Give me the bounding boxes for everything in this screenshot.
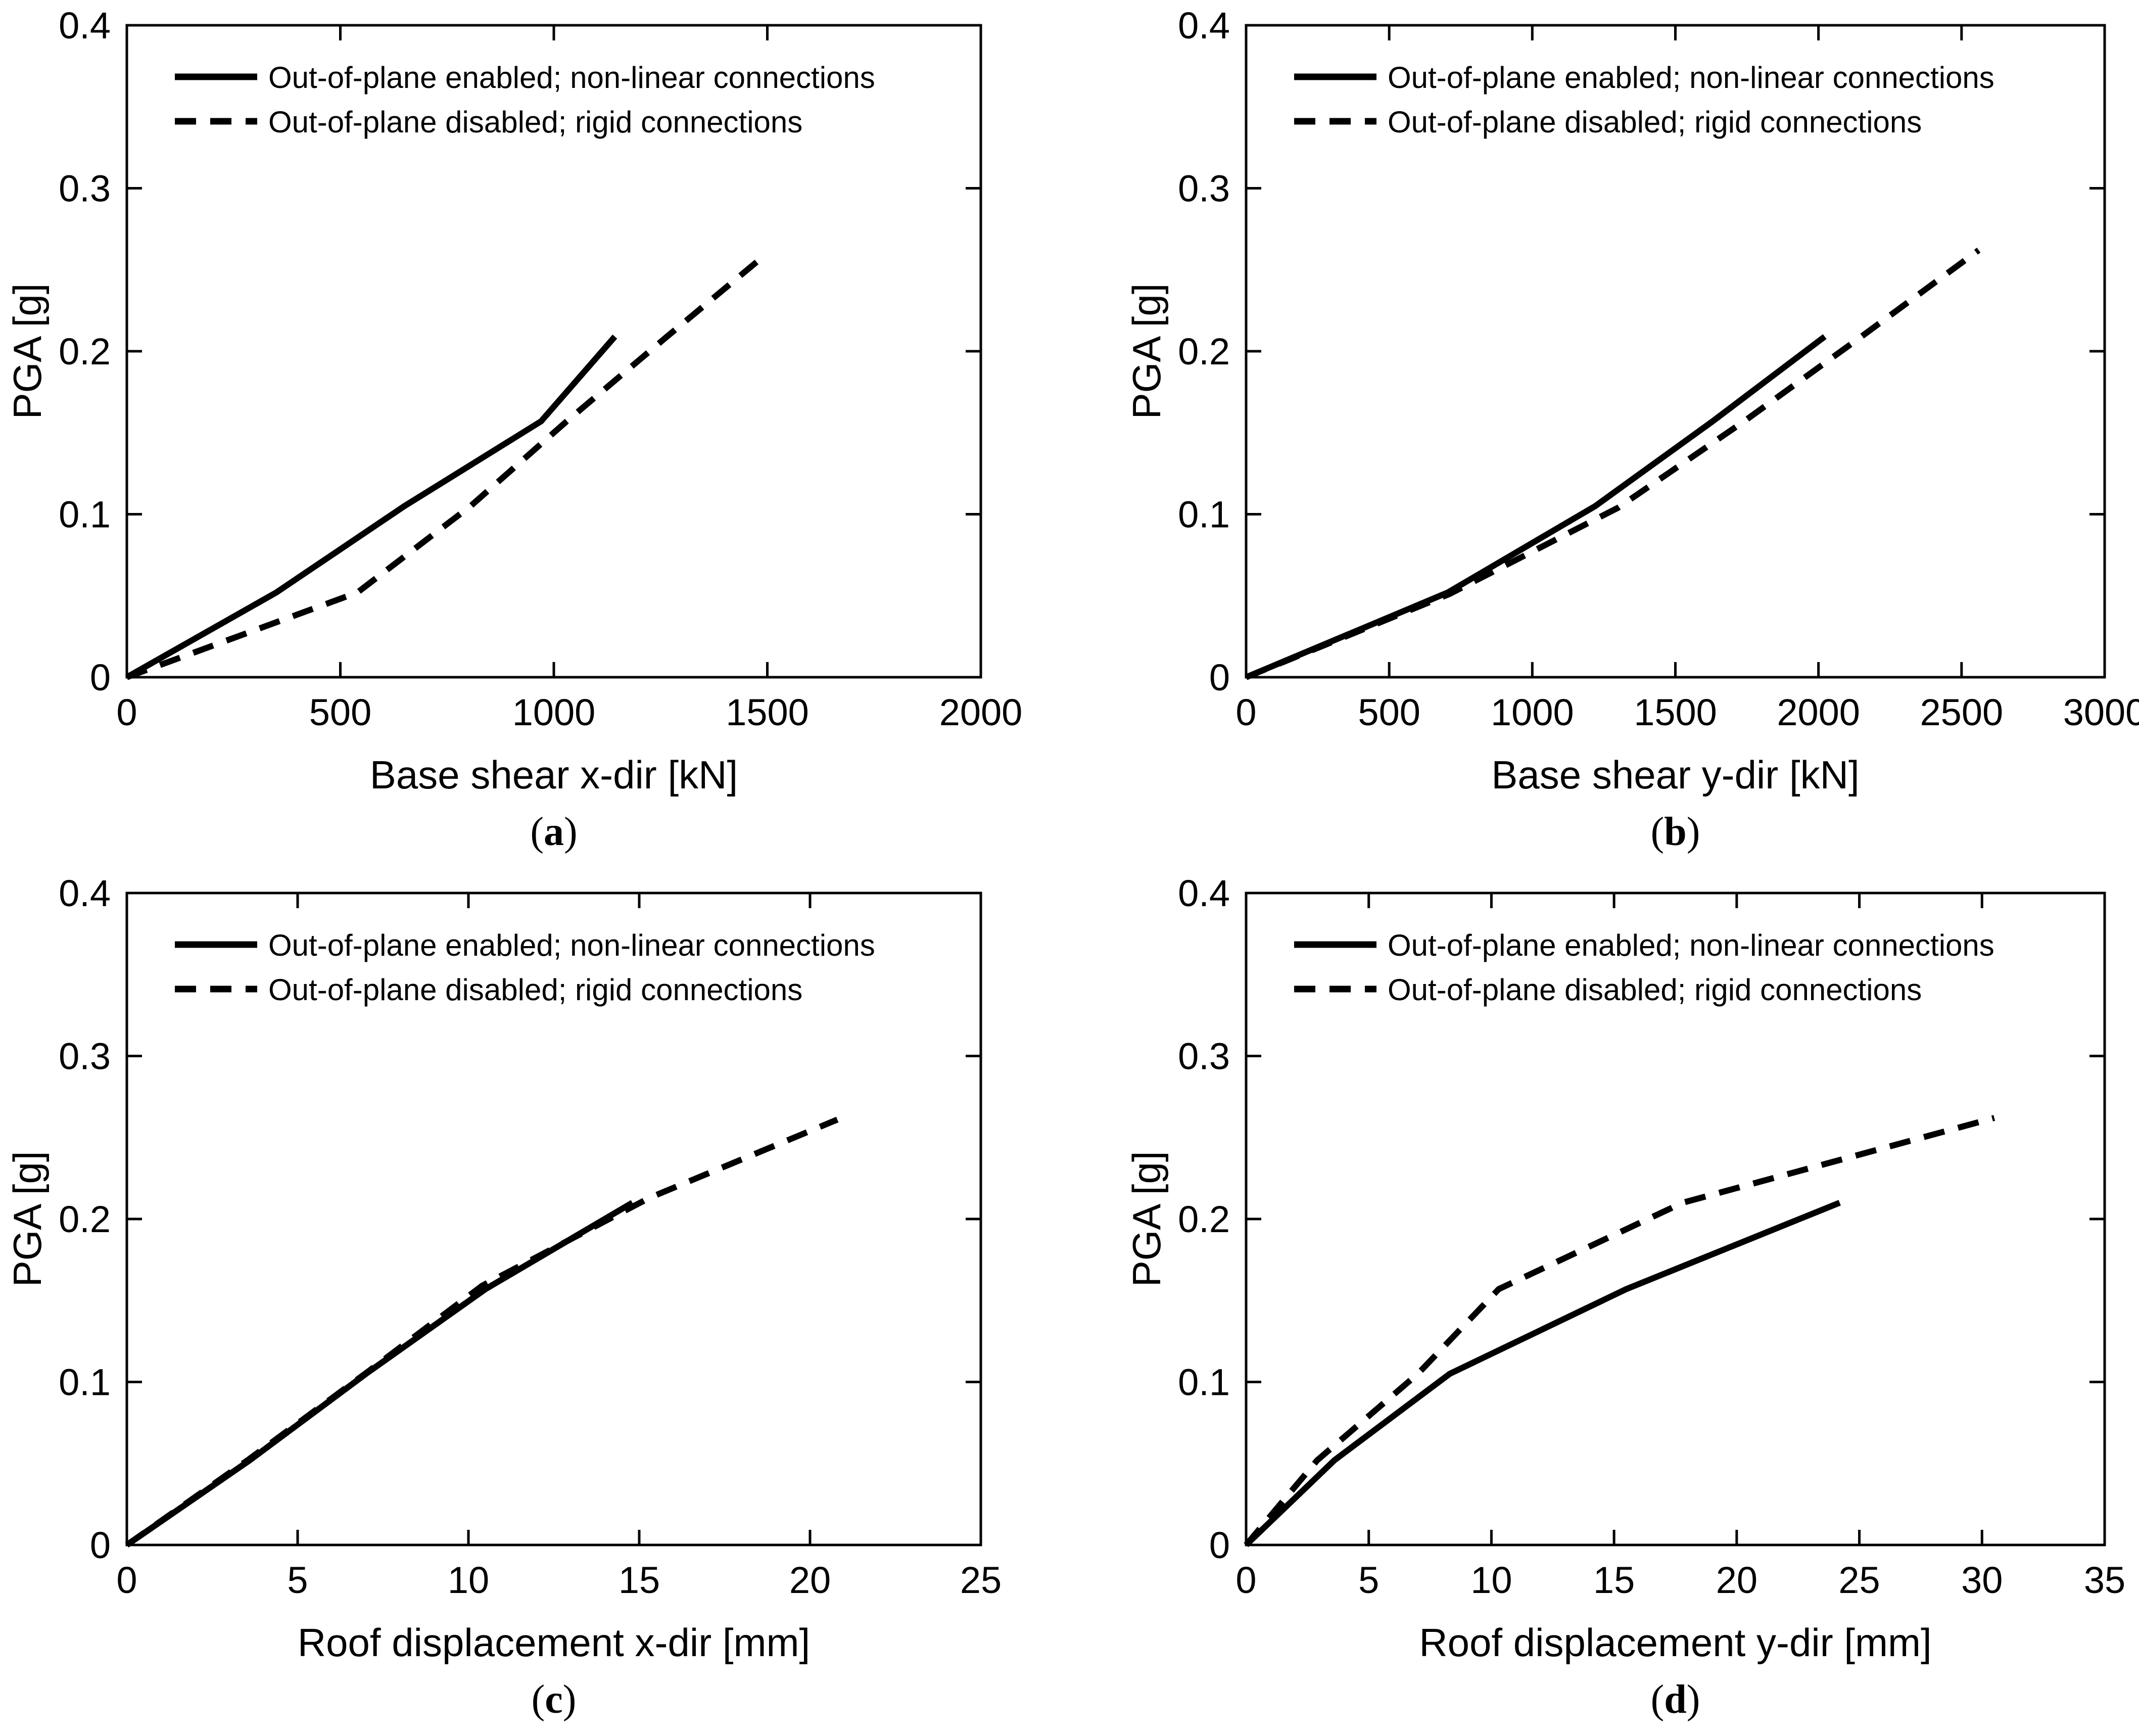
subplot-d: 0 5 10 15 20 25 30 35 0 0.1 0.2 0.3 0.4 Roof displace… [1069,868,2139,1736]
y-tick-label: 0.4 [1178,5,1230,46]
y-tick-label: 0.1 [1178,494,1230,536]
x-tick-label: 20 [1716,1559,1757,1601]
y-tick-label: 0 [1209,1524,1230,1566]
x-tick-label: 5 [287,1559,308,1601]
x-tick-label: 0 [116,1559,137,1601]
series-line-dashed [125,1116,839,1547]
series-line-solid [125,335,617,680]
x-tick-label: 2500 [1920,691,2004,733]
y-tick-label: 0.1 [59,494,111,536]
legend-label: Out-of-plane enabled; non-linear connect… [268,61,875,95]
y-tick-label: 0.3 [1178,168,1230,210]
x-tick-label: 10 [1470,1559,1512,1601]
y-tick-label: 0.3 [59,168,111,210]
x-tick-label: 2000 [939,691,1023,733]
legend-label: Out-of-plane enabled; non-linear connect… [1388,61,1994,95]
x-tick-label: 0 [1235,1559,1256,1601]
y-axis-label: PGA [g] [1124,1151,1169,1287]
y-axis-label: PGA [g] [1124,284,1169,419]
x-tick-label: 500 [309,691,371,733]
series-line-dashed [1244,1115,1995,1547]
legend-label: Out-of-plane enabled; non-linear connect… [1388,928,1994,962]
y-tick-label: 0.1 [59,1362,111,1403]
legend-label: Out-of-plane disabled; rigid connections [1388,973,1922,1007]
y-tick-label: 0.2 [1178,1198,1230,1240]
x-axis-label: Roof displacement x-dir [mm] [298,1620,810,1665]
legend-label: Out-of-plane disabled; rigid connections [268,105,802,139]
x-tick-label: 20 [789,1559,831,1601]
x-tick-label: 5 [1358,1559,1379,1601]
subplot-caption: (a) [530,810,577,854]
y-tick-label: 0 [90,1524,111,1566]
subplot-a: 0 500 1000 1500 2000 0 0.1 0.2 0.3 0.4 Base shear … [0,0,1070,868]
x-tick-label: 25 [1838,1559,1880,1601]
y-tick-label: 0.1 [1178,1362,1230,1403]
subplot-caption: (d) [1651,1677,1700,1722]
series-line-solid [1245,334,1827,680]
y-tick-label: 0.4 [59,5,111,46]
legend-label: Out-of-plane disabled; rigid connections [1388,105,1922,139]
y-tick-label: 0.4 [1178,872,1230,914]
series-line-dashed [125,254,765,680]
y-tick-label: 0.3 [59,1036,111,1077]
subplot-b: 0 500 1000 1500 2000 2500 3000 0 0.1 0.2 0.3 0.4 Bas… [1069,0,2139,868]
x-tick-label: 25 [960,1559,1002,1601]
x-tick-label: 0 [116,691,137,733]
y-tick-label: 0.4 [59,872,111,914]
x-tick-label: 15 [619,1559,660,1601]
chart-b: 0 500 1000 1500 2000 2500 3000 0 0.1 0.2 0.3 0.4 Bas… [1124,5,2139,854]
x-tick-label: 500 [1358,691,1420,733]
series-line-solid [1244,1200,1841,1547]
y-tick-label: 0 [1209,656,1230,698]
x-axis-label: Base shear x-dir [kN] [370,753,738,797]
x-tick-label: 35 [2084,1559,2125,1601]
y-tick-label: 0.3 [1178,1036,1230,1077]
subplot-caption: (b) [1651,810,1700,854]
y-tick-label: 0.2 [59,331,111,372]
chart-a: 0 500 1000 1500 2000 0 0.1 0.2 0.3 0.4 Base shear … [5,5,1023,854]
x-tick-label: 15 [1593,1559,1635,1601]
x-tick-label: 1000 [1491,691,1574,733]
y-tick-label: 0.2 [1178,331,1230,372]
x-axis-label: Base shear y-dir [kN] [1491,753,1859,797]
y-tick-label: 0 [90,656,111,698]
series-line-dashed [1245,248,1981,680]
x-tick-label: 2000 [1777,691,1860,733]
x-tick-label: 3000 [2063,691,2139,733]
legend-label: Out-of-plane disabled; rigid connections [268,973,802,1007]
chart-d: 0 5 10 15 20 25 30 35 0 0.1 0.2 0.3 0.4 Roof displace… [1124,872,2125,1722]
y-axis-label: PGA [g] [5,284,50,419]
x-axis-label: Roof displacement y-dir [mm] [1419,1620,1931,1665]
x-tick-label: 1500 [726,691,809,733]
x-tick-label: 1000 [512,691,596,733]
subplot-caption: (c) [532,1677,577,1722]
subplot-c: 0 5 10 15 20 25 0 0.1 0.2 0.3 0.4 Roof displacement… [0,868,1070,1736]
y-axis-label: PGA [g] [5,1151,50,1287]
x-tick-label: 10 [448,1559,489,1601]
x-tick-label: 0 [1235,691,1256,733]
x-tick-label: 1500 [1634,691,1717,733]
legend-label: Out-of-plane enabled; non-linear connect… [268,928,875,962]
x-tick-label: 30 [1961,1559,2003,1601]
y-tick-label: 0.2 [59,1198,111,1240]
chart-c: 0 5 10 15 20 25 0 0.1 0.2 0.3 0.4 Roof displacement… [5,872,1002,1722]
